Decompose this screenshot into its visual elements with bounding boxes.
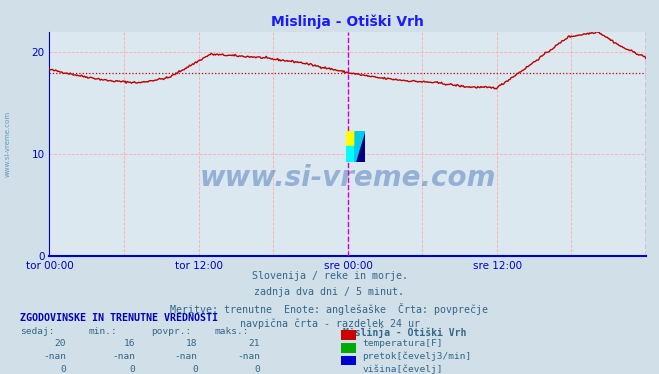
Text: -nan: -nan [175,352,198,361]
Text: 18: 18 [186,339,198,348]
Bar [346,146,355,162]
Text: pretok[čevelj3/min]: pretok[čevelj3/min] [362,352,472,361]
Text: -nan: -nan [112,352,135,361]
Text: temperatura[F]: temperatura[F] [362,339,443,348]
Text: 0: 0 [60,365,66,374]
Text: 20: 20 [55,339,66,348]
Text: 0: 0 [254,365,260,374]
Text: 0: 0 [192,365,198,374]
Text: sedaj:: sedaj: [20,327,54,335]
Polygon shape [355,131,365,162]
Text: min.:: min.: [89,327,118,335]
Text: ZGODOVINSKE IN TRENUTNE VREDNOSTI: ZGODOVINSKE IN TRENUTNE VREDNOSTI [20,313,217,323]
Text: -nan: -nan [237,352,260,361]
Text: povpr.:: povpr.: [152,327,192,335]
Text: višina[čevelj]: višina[čevelj] [362,365,443,374]
Text: 0: 0 [129,365,135,374]
Text: -nan: -nan [43,352,66,361]
Text: 16: 16 [124,339,135,348]
Text: navpična črta - razdelek 24 ur: navpična črta - razdelek 24 ur [239,318,420,329]
Title: Mislinja - Otiški Vrh: Mislinja - Otiški Vrh [272,15,424,29]
Text: Meritve: trenutne  Enote: anglešaške  Črta: povprečje: Meritve: trenutne Enote: anglešaške Črta… [171,303,488,315]
Polygon shape [355,131,365,162]
Text: Slovenija / reke in morje.: Slovenija / reke in morje. [252,271,407,281]
Text: Mislinja - Otiški Vrh: Mislinja - Otiški Vrh [343,327,466,337]
Text: 21: 21 [249,339,260,348]
Bar [346,131,355,146]
Text: zadnja dva dni / 5 minut.: zadnja dva dni / 5 minut. [254,287,405,297]
Text: www.si-vreme.com: www.si-vreme.com [5,111,11,177]
Text: www.si-vreme.com: www.si-vreme.com [200,164,496,191]
Text: maks.:: maks.: [214,327,248,335]
